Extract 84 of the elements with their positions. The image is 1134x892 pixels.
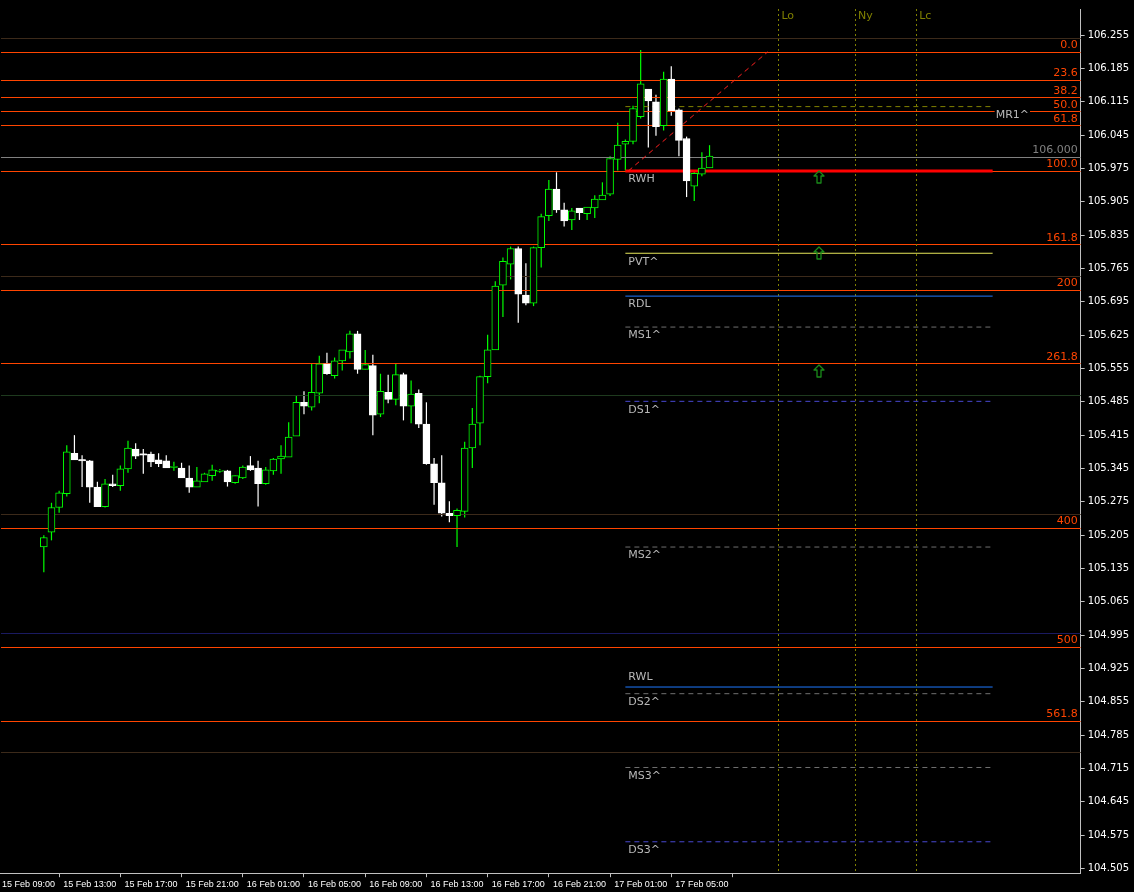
candlestick	[101, 478, 109, 509]
y-tick-label: 104.645	[1087, 795, 1130, 807]
ref-line-label: Ny	[857, 9, 874, 23]
y-tick-label: 106.045	[1087, 128, 1130, 140]
ref-line-label: Lo	[781, 9, 795, 23]
y-tick-label: 105.485	[1087, 395, 1130, 407]
y-tick-label: 106.255	[1087, 28, 1130, 40]
x-tick-label: 16 Feb 09:00	[369, 879, 423, 890]
ref-line-label: 106.000	[1032, 142, 1078, 156]
x-tick-label: 16 Feb 21:00	[552, 879, 606, 890]
annotation: 100.0	[1046, 157, 1078, 171]
y-tick-label: 105.275	[1087, 495, 1130, 507]
annotation: 38.2	[1053, 83, 1078, 97]
series-label: RDL	[628, 297, 652, 311]
y-tick-label: 106.115	[1087, 95, 1130, 107]
y-tick-label: 104.715	[1087, 762, 1130, 774]
annotation: 50.0	[1053, 97, 1078, 111]
candlestick	[644, 88, 653, 149]
y-tick-label: 105.415	[1087, 428, 1130, 440]
y-tick-label: 105.975	[1087, 162, 1130, 174]
series-label: MS2^	[628, 548, 662, 562]
annotation: 0.0	[1060, 38, 1078, 52]
candlestick	[384, 374, 392, 404]
series-label: MS1^	[628, 328, 662, 342]
y-tick-label: 105.555	[1087, 362, 1130, 374]
y-tick-label: 105.905	[1087, 195, 1130, 207]
y-tick-label: 105.135	[1087, 562, 1130, 574]
candlestick	[430, 457, 438, 506]
annotation: 500	[1056, 633, 1078, 647]
annotation: 61.8	[1053, 111, 1078, 125]
candlestick	[652, 94, 660, 137]
y-tick-label: 104.995	[1087, 628, 1130, 640]
candlestick	[621, 138, 630, 172]
annotation: 561.8	[1046, 706, 1078, 720]
candlestick	[376, 373, 385, 418]
series-label: DS1^	[628, 402, 661, 416]
series-label: MR1^	[995, 107, 1030, 121]
candlestick	[185, 465, 194, 494]
annotation: 200	[1056, 276, 1078, 290]
x-tick-label: 16 Feb 17:00	[491, 879, 545, 890]
y-tick-label: 104.575	[1087, 828, 1130, 840]
y-tick-label: 105.625	[1087, 328, 1130, 340]
y-tick-label: 105.205	[1087, 528, 1130, 540]
y-tick-label: 104.505	[1087, 862, 1130, 874]
candlestick	[613, 122, 622, 172]
candlestick	[567, 207, 576, 231]
x-tick-label: 15 Feb 21:00	[185, 879, 239, 890]
candlestick	[323, 352, 331, 376]
series-label: DS3^	[628, 843, 661, 857]
series-label: RWL	[628, 670, 654, 684]
x-tick-label: 16 Feb 13:00	[430, 879, 484, 890]
series-label: DS2^	[628, 695, 661, 709]
x-tick-label: 16 Feb 05:00	[308, 879, 362, 890]
series-label: RWH	[628, 172, 655, 186]
y-tick-label: 104.855	[1087, 695, 1130, 707]
ref-line-label: Lc	[919, 9, 932, 23]
candlestick	[407, 379, 415, 424]
y-tick-label: 104.925	[1087, 662, 1130, 674]
x-tick-label: 15 Feb 17:00	[124, 879, 178, 890]
y-tick-label: 106.185	[1087, 62, 1130, 74]
y-tick-label: 104.785	[1087, 728, 1130, 740]
series-label: MS3^	[628, 768, 662, 782]
series-label: PVT^	[628, 254, 659, 268]
candlestick	[468, 407, 477, 469]
x-tick-label: 15 Feb 13:00	[63, 879, 117, 890]
candlestick	[124, 440, 132, 474]
x-tick-label: 16 Feb 01:00	[246, 879, 300, 890]
y-tick-label: 105.695	[1087, 295, 1130, 307]
y-tick-label: 105.345	[1087, 462, 1130, 474]
y-tick-label: 105.065	[1087, 595, 1130, 607]
candlestick	[522, 262, 530, 306]
y-tick-label: 105.765	[1087, 262, 1130, 274]
annotation: 23.6	[1053, 66, 1078, 80]
y-tick-label: 105.835	[1087, 228, 1130, 240]
annotation: 400	[1056, 514, 1078, 528]
candlestick	[391, 363, 400, 406]
candlestick	[560, 202, 568, 228]
x-tick-label: 17 Feb 01:00	[614, 879, 668, 890]
annotation: 161.8	[1046, 230, 1078, 244]
x-tick-label: 15 Feb 09:00	[2, 879, 56, 890]
annotation: 261.8	[1046, 349, 1078, 363]
candlestick	[39, 534, 48, 573]
x-tick-label: 17 Feb 05:00	[675, 879, 729, 890]
candlestick	[47, 502, 56, 541]
